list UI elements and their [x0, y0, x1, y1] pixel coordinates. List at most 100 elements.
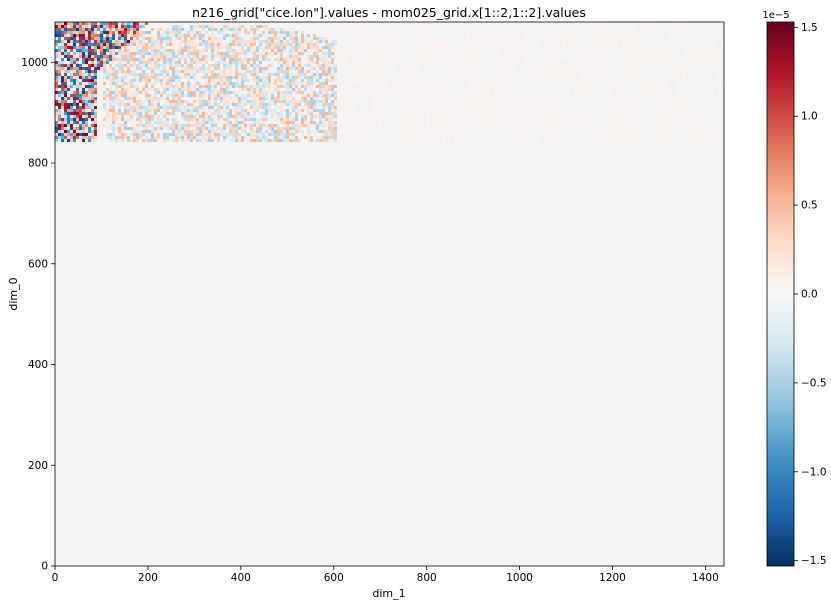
heatmap-cell: [310, 31, 313, 34]
heatmap-cell: [367, 22, 370, 25]
heatmap-cell: [685, 46, 688, 49]
heatmap-cell: [523, 112, 526, 115]
heatmap-cell: [154, 34, 157, 37]
heatmap-cell: [223, 91, 226, 94]
heatmap-cell: [247, 43, 250, 46]
heatmap-cell: [421, 88, 424, 91]
heatmap-cell: [277, 91, 280, 94]
heatmap-cell: [391, 115, 394, 118]
heatmap-cell: [199, 88, 202, 91]
heatmap-cell: [649, 82, 652, 85]
heatmap-cell: [145, 67, 148, 70]
heatmap-cell: [388, 22, 391, 25]
heatmap-cell: [241, 76, 244, 79]
heatmap-cell: [652, 115, 655, 118]
heatmap-cell: [214, 37, 217, 40]
heatmap-cell: [406, 109, 409, 112]
heatmap-cell: [64, 94, 67, 97]
heatmap-cell: [61, 100, 64, 103]
heatmap-cell: [226, 61, 229, 64]
heatmap-cell: [142, 79, 145, 82]
heatmap-cell: [298, 115, 301, 118]
heatmap-cell: [610, 28, 613, 31]
heatmap-cell: [316, 67, 319, 70]
heatmap-cell: [76, 37, 79, 40]
heatmap-cell: [445, 46, 448, 49]
heatmap-cell: [256, 115, 259, 118]
heatmap-cell: [337, 28, 340, 31]
heatmap-cell: [544, 100, 547, 103]
heatmap-cell: [424, 85, 427, 88]
heatmap-cell: [217, 94, 220, 97]
heatmap-cell: [214, 61, 217, 64]
heatmap-cell: [259, 58, 262, 61]
heatmap-cell: [355, 58, 358, 61]
heatmap-cell: [223, 67, 226, 70]
heatmap-cell: [460, 37, 463, 40]
heatmap-cell: [196, 82, 199, 85]
heatmap-cell: [370, 61, 373, 64]
heatmap-cell: [556, 61, 559, 64]
heatmap-cell: [334, 58, 337, 61]
heatmap-cell: [88, 61, 91, 64]
heatmap-cell: [124, 109, 127, 112]
heatmap-cell: [61, 64, 64, 67]
heatmap-cell: [421, 115, 424, 118]
heatmap-cell: [634, 52, 637, 55]
heatmap-cell: [679, 97, 682, 100]
heatmap-cell: [247, 61, 250, 64]
heatmap-cell: [388, 73, 391, 76]
heatmap-cell: [529, 70, 532, 73]
heatmap-cell: [481, 61, 484, 64]
heatmap-cell: [589, 76, 592, 79]
heatmap-cell: [196, 115, 199, 118]
heatmap-cell: [310, 76, 313, 79]
heatmap-cell: [160, 64, 163, 67]
heatmap-cell: [223, 25, 226, 28]
heatmap-cell: [85, 91, 88, 94]
heatmap-cell: [427, 46, 430, 49]
heatmap-cell: [421, 118, 424, 121]
heatmap-cell: [199, 67, 202, 70]
heatmap-cell: [112, 52, 115, 55]
heatmap-cell: [526, 100, 529, 103]
heatmap-cell: [64, 85, 67, 88]
heatmap-cell: [547, 85, 550, 88]
heatmap-cell: [196, 76, 199, 79]
heatmap-cell: [649, 106, 652, 109]
heatmap-cell: [685, 79, 688, 82]
heatmap-cell: [316, 25, 319, 28]
heatmap-cell: [172, 85, 175, 88]
heatmap-cell: [283, 70, 286, 73]
heatmap-cell: [184, 67, 187, 70]
heatmap-cell: [601, 64, 604, 67]
heatmap-cell: [136, 67, 139, 70]
heatmap-cell: [469, 97, 472, 100]
heatmap-cell: [661, 67, 664, 70]
heatmap-cell: [73, 34, 76, 37]
heatmap-cell: [592, 76, 595, 79]
heatmap-cell: [97, 109, 100, 112]
heatmap-cell: [634, 79, 637, 82]
heatmap-cell: [658, 118, 661, 121]
heatmap-cell: [298, 55, 301, 58]
heatmap-cell: [448, 28, 451, 31]
heatmap-cell: [568, 31, 571, 34]
heatmap-cell: [715, 85, 718, 88]
heatmap-cell: [436, 46, 439, 49]
heatmap-cell: [274, 100, 277, 103]
heatmap-cell: [175, 103, 178, 106]
heatmap-cell: [88, 100, 91, 103]
heatmap-cell: [169, 43, 172, 46]
heatmap-cell: [571, 25, 574, 28]
heatmap-cell: [568, 25, 571, 28]
heatmap-cell: [376, 49, 379, 52]
heatmap-cell: [259, 61, 262, 64]
heatmap-cell: [160, 31, 163, 34]
heatmap-cell: [388, 43, 391, 46]
heatmap-cell: [622, 91, 625, 94]
heatmap-cell: [328, 34, 331, 37]
heatmap-cell: [352, 100, 355, 103]
heatmap-cell: [490, 88, 493, 91]
heatmap-cell: [673, 85, 676, 88]
